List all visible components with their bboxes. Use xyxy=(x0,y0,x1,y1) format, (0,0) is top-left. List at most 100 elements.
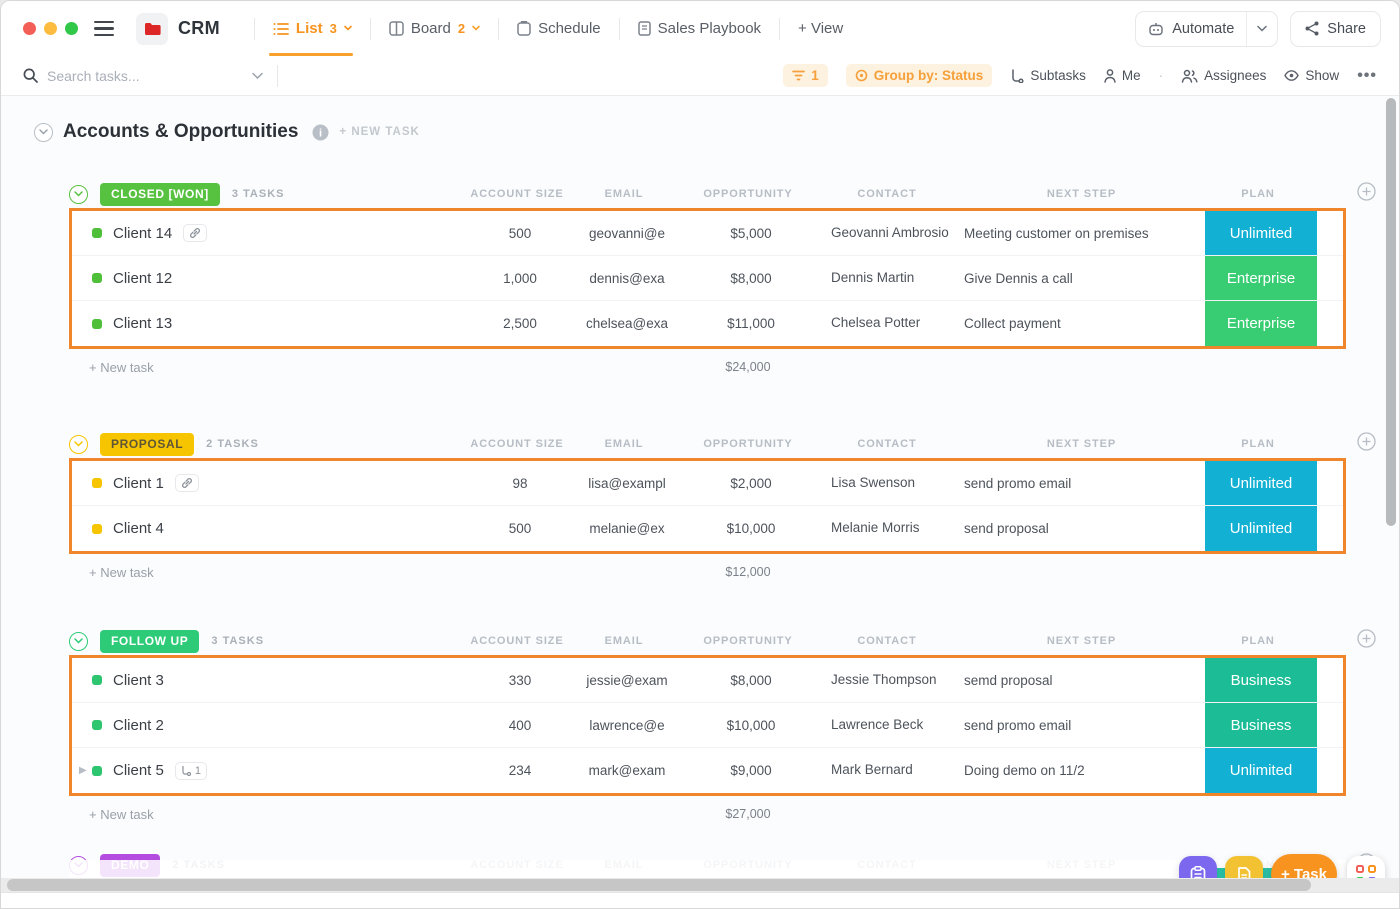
cell-contact[interactable]: Geovanni Ambrosio xyxy=(831,224,949,240)
task-name[interactable]: Client 2 xyxy=(113,716,164,734)
subtasks-button[interactable]: Subtasks xyxy=(1010,68,1086,83)
tab-schedule[interactable]: Schedule xyxy=(513,1,605,56)
task-row[interactable]: Client 4 500 melanie@ex $10,000 Melanie … xyxy=(72,506,1343,551)
maximize-window-button[interactable] xyxy=(65,22,78,35)
cell-email[interactable]: mark@exam xyxy=(588,763,666,778)
cell-opportunity[interactable]: $10,000 xyxy=(726,717,776,733)
status-badge[interactable]: PROPOSAL xyxy=(100,432,195,456)
cell-contact[interactable]: Dennis Martin xyxy=(831,269,915,285)
status-badge[interactable]: FOLLOW UP xyxy=(100,629,200,653)
filter-button[interactable]: 1 xyxy=(783,64,828,87)
task-status-square[interactable] xyxy=(92,765,102,776)
status-badge[interactable]: CLOSED [WON] xyxy=(100,182,220,206)
task-row[interactable]: Client 13 2,500 chelsea@exa $11,000 Chel… xyxy=(72,301,1343,346)
task-name[interactable]: Client 13 xyxy=(113,315,173,332)
cell-account-size[interactable]: 2,500 xyxy=(503,316,537,331)
column-header[interactable]: NEXT STEP xyxy=(1046,188,1117,200)
cell-plan[interactable]: Unlimited xyxy=(1205,211,1317,255)
cell-next-step[interactable]: Meeting customer on premises xyxy=(964,225,1149,241)
cell-opportunity[interactable]: $2,000 xyxy=(730,475,772,491)
assignees-button[interactable]: Assignees xyxy=(1181,68,1266,83)
add-column-button[interactable] xyxy=(1357,432,1376,451)
minimize-window-button[interactable] xyxy=(44,22,57,35)
column-header[interactable]: ACCOUNT SIZE xyxy=(470,438,564,450)
cell-next-step[interactable]: send proposal xyxy=(964,521,1049,536)
cell-contact[interactable]: Chelsea Potter xyxy=(831,315,921,331)
column-header[interactable]: ACCOUNT SIZE xyxy=(470,188,564,200)
cell-account-size[interactable]: 500 xyxy=(508,521,532,536)
hamburger-menu-icon[interactable] xyxy=(94,20,114,37)
cell-opportunity[interactable]: $8,000 xyxy=(730,672,772,688)
cell-email[interactable]: melanie@ex xyxy=(589,521,665,536)
task-name[interactable]: Client 4 xyxy=(113,520,164,537)
column-header[interactable]: OPPORTUNITY xyxy=(703,188,793,200)
group-collapse-chevron-icon[interactable] xyxy=(69,631,88,651)
cell-email[interactable]: jessie@exam xyxy=(586,672,668,688)
cell-account-size[interactable]: 500 xyxy=(508,225,532,241)
horizontal-scrollbar-thumb[interactable] xyxy=(7,879,1311,891)
cell-contact[interactable]: Lisa Swenson xyxy=(831,474,916,490)
tab-list[interactable]: List 3 xyxy=(268,1,356,56)
task-row[interactable]: Client 1 98 lisa@exampl $2,000 Lisa Swen… xyxy=(72,461,1343,506)
cell-next-step[interactable]: semd proposal xyxy=(964,672,1053,688)
share-button[interactable]: Share xyxy=(1290,10,1381,47)
task-status-square[interactable] xyxy=(92,523,102,534)
column-header[interactable]: EMAIL xyxy=(604,635,644,647)
task-status-square[interactable] xyxy=(92,273,102,283)
collapse-list-chevron-icon[interactable] xyxy=(34,122,53,142)
column-header[interactable]: OPPORTUNITY xyxy=(703,438,793,450)
cell-opportunity[interactable]: $9,000 xyxy=(730,763,772,778)
add-column-button[interactable] xyxy=(1357,182,1376,201)
task-row[interactable]: Client 2 400 lawrence@e $10,000 Lawrence… xyxy=(72,703,1343,748)
new-task-button[interactable]: + New task xyxy=(89,806,154,822)
automate-dropdown-button[interactable] xyxy=(1246,11,1277,46)
cell-opportunity[interactable]: $8,000 xyxy=(730,270,772,286)
column-header[interactable]: CONTACT xyxy=(857,438,917,450)
task-row[interactable]: Client 14 500 geovanni@e $5,000 Geovanni… xyxy=(72,211,1343,256)
cell-next-step[interactable]: send promo email xyxy=(964,717,1072,733)
column-header[interactable]: NEXT STEP xyxy=(1046,438,1117,450)
automate-button[interactable]: Automate xyxy=(1135,10,1279,47)
new-task-button[interactable]: + New task xyxy=(89,564,154,580)
new-task-top-button[interactable]: + NEW TASK xyxy=(339,126,420,138)
task-name[interactable]: Client 5 xyxy=(113,762,164,779)
search-input[interactable]: Search tasks... xyxy=(23,68,263,84)
info-icon[interactable]: i xyxy=(312,124,329,141)
task-name[interactable]: Client 12 xyxy=(113,269,173,287)
cell-plan[interactable]: Enterprise xyxy=(1205,301,1317,346)
column-header[interactable]: PLAN xyxy=(1241,438,1275,450)
vertical-scrollbar[interactable] xyxy=(1386,98,1396,526)
cell-contact[interactable]: Melanie Morris xyxy=(831,520,920,536)
tab-board[interactable]: Board 2 xyxy=(385,1,484,56)
cell-opportunity[interactable]: $10,000 xyxy=(726,521,776,536)
column-header[interactable]: CONTACT xyxy=(857,635,917,647)
task-name[interactable]: Client 1 xyxy=(113,474,164,492)
more-options-button[interactable]: ••• xyxy=(1357,66,1377,84)
horizontal-scrollbar-track[interactable] xyxy=(1,878,1399,892)
task-row[interactable]: Client 3 330 jessie@exam $8,000 Jessie T… xyxy=(72,658,1343,703)
cell-account-size[interactable]: 330 xyxy=(508,672,532,688)
column-header[interactable]: CONTACT xyxy=(857,188,917,200)
task-status-square[interactable] xyxy=(92,675,102,685)
cell-account-size[interactable]: 234 xyxy=(508,763,532,778)
column-header[interactable]: PLAN xyxy=(1241,188,1275,200)
task-status-square[interactable] xyxy=(92,720,102,730)
link-icon[interactable] xyxy=(183,224,208,242)
show-button[interactable]: Show xyxy=(1284,68,1339,83)
cell-account-size[interactable]: 400 xyxy=(508,717,532,733)
task-status-square[interactable] xyxy=(92,228,102,238)
cell-plan[interactable]: Business xyxy=(1205,658,1317,702)
cell-email[interactable]: geovanni@e xyxy=(588,225,665,241)
subtask-count-badge[interactable]: 1 xyxy=(174,761,207,780)
close-window-button[interactable] xyxy=(23,22,36,35)
search-scope-chevron-icon[interactable] xyxy=(252,72,263,80)
cell-contact[interactable]: Lawrence Beck xyxy=(831,716,924,732)
task-status-square[interactable] xyxy=(92,318,102,329)
cell-email[interactable]: dennis@exa xyxy=(589,270,665,286)
cell-email[interactable]: lisa@exampl xyxy=(588,475,666,491)
task-row[interactable]: ▶ Client 5 1 234 mark@exam $9,000 Mark B… xyxy=(72,748,1343,793)
cell-plan[interactable]: Business xyxy=(1205,703,1317,747)
me-filter-button[interactable]: Me xyxy=(1104,68,1141,83)
add-view-button[interactable]: + View xyxy=(794,1,847,56)
cell-contact[interactable]: Mark Bernard xyxy=(831,762,913,778)
